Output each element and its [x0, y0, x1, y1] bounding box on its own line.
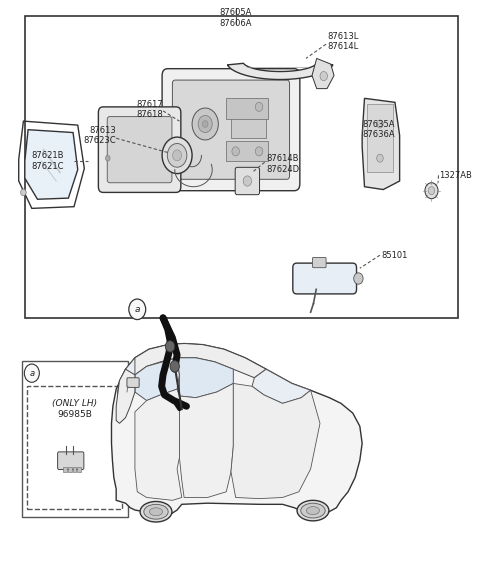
Text: 1327AB: 1327AB [440, 171, 472, 180]
FancyBboxPatch shape [162, 69, 300, 191]
Bar [27, 386, 122, 509]
Polygon shape [111, 344, 362, 516]
Circle shape [354, 273, 363, 284]
Polygon shape [135, 358, 180, 401]
Ellipse shape [301, 503, 325, 518]
FancyBboxPatch shape [58, 452, 84, 469]
Bar [72, 467, 76, 472]
Circle shape [203, 120, 208, 127]
Ellipse shape [144, 504, 168, 519]
Circle shape [255, 147, 263, 156]
Polygon shape [362, 99, 400, 190]
Circle shape [428, 187, 435, 195]
Text: 87605A
87606A: 87605A 87606A [219, 8, 252, 28]
FancyBboxPatch shape [107, 116, 172, 183]
Circle shape [425, 183, 438, 199]
Polygon shape [177, 358, 233, 398]
Text: a: a [134, 305, 140, 314]
FancyBboxPatch shape [235, 167, 260, 195]
Circle shape [21, 189, 26, 196]
Polygon shape [231, 383, 320, 499]
Bar [77, 467, 81, 472]
Polygon shape [130, 344, 266, 378]
Ellipse shape [297, 500, 329, 521]
Text: 96985B: 96985B [57, 410, 92, 419]
FancyBboxPatch shape [172, 80, 289, 179]
FancyBboxPatch shape [312, 257, 326, 268]
Bar [25, 15, 458, 318]
Polygon shape [180, 383, 233, 497]
Text: 87621B
87621C: 87621B 87621C [32, 151, 64, 171]
Circle shape [170, 360, 180, 372]
Polygon shape [116, 369, 135, 423]
Polygon shape [118, 358, 135, 403]
Circle shape [168, 143, 187, 167]
Text: 87613L
87614L: 87613L 87614L [327, 32, 359, 51]
Polygon shape [312, 58, 334, 89]
Circle shape [192, 108, 218, 140]
Polygon shape [252, 369, 311, 403]
Ellipse shape [149, 508, 163, 516]
Polygon shape [228, 63, 333, 80]
Polygon shape [25, 129, 78, 199]
Circle shape [106, 155, 110, 161]
Circle shape [24, 364, 39, 382]
Bar [63, 467, 67, 472]
Polygon shape [135, 389, 182, 500]
Ellipse shape [140, 501, 172, 522]
Text: 85101: 85101 [381, 250, 407, 260]
Bar [367, 104, 393, 172]
Bar [226, 141, 268, 161]
Circle shape [320, 72, 327, 81]
Circle shape [166, 341, 175, 352]
Bar [231, 112, 266, 138]
Circle shape [232, 147, 240, 156]
Text: 87614B
87624D: 87614B 87624D [266, 154, 299, 174]
Circle shape [255, 103, 263, 111]
Circle shape [173, 150, 181, 161]
Ellipse shape [306, 507, 320, 515]
FancyBboxPatch shape [127, 378, 139, 387]
Text: 87635A
87636A: 87635A 87636A [362, 120, 395, 139]
Circle shape [198, 115, 212, 132]
Circle shape [243, 176, 252, 186]
Circle shape [162, 137, 192, 174]
FancyBboxPatch shape [98, 107, 181, 193]
Circle shape [129, 299, 146, 320]
Text: (ONLY LH): (ONLY LH) [52, 399, 97, 408]
Bar [226, 98, 268, 119]
Text: 87617
87618: 87617 87618 [136, 100, 163, 119]
Bar [22, 360, 128, 517]
Text: 87613
87623C: 87613 87623C [84, 125, 116, 145]
Circle shape [377, 120, 383, 128]
Text: a: a [29, 368, 35, 378]
Circle shape [377, 154, 383, 162]
FancyBboxPatch shape [293, 263, 357, 294]
Bar [68, 467, 72, 472]
